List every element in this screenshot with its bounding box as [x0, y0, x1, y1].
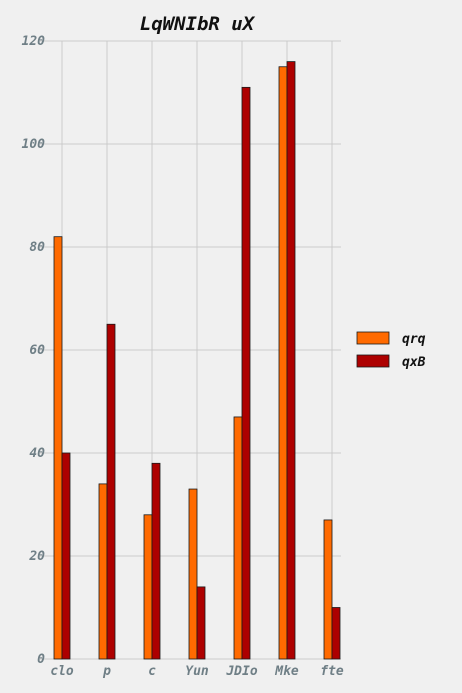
bar-qrq-JDIo: [233, 416, 243, 660]
x-tick-label: JDIo: [225, 664, 257, 679]
bar-qxB-JDIo: [241, 86, 251, 660]
bar-qxB-Yun: [196, 586, 206, 660]
legend-label-qxB: qxB: [402, 355, 426, 370]
y-tick-label: 80: [29, 240, 45, 255]
bar-qrq-Mke: [278, 66, 288, 660]
x-tick-label: Mke: [274, 664, 299, 679]
bar-qxB-clo: [61, 452, 71, 660]
bar-qxB-c: [151, 462, 161, 660]
y-tick-label: 120: [22, 34, 46, 49]
x-tick-label: c: [148, 664, 156, 679]
bar-qxB-Mke: [286, 61, 296, 660]
bar-qrq-Yun: [188, 488, 198, 660]
bar-qxB-p: [106, 323, 116, 660]
legend-label-qrq: qrq: [402, 332, 426, 347]
y-tick-label: 0: [37, 652, 45, 667]
legend-swatch-qxB: [356, 354, 390, 368]
y-tick-label: 20: [28, 549, 45, 564]
x-tick-label: clo: [50, 664, 74, 679]
y-tick-label: 40: [29, 446, 45, 461]
bar-qrq-fte: [323, 519, 333, 660]
x-tick-label: Yun: [185, 664, 209, 679]
y-axis-ticks: 0 20 40 60 80 100 120: [22, 34, 46, 667]
legend-swatch-qrq: [356, 331, 390, 345]
y-tick-label: 100: [22, 137, 46, 152]
chart-title: LqWNIbR uX: [140, 13, 256, 35]
y-tick-label: 60: [29, 343, 45, 358]
x-tick-label: p: [102, 664, 111, 679]
bars: [53, 61, 341, 660]
x-axis-ticks: clo p c Yun JDIo Mke fte: [50, 664, 344, 679]
bar-qrq-clo: [53, 236, 63, 660]
x-tick-label: fte: [320, 664, 344, 679]
bar-qrq-p: [98, 483, 108, 660]
legend: qrq qxB: [356, 331, 426, 370]
bar-qrq-c: [143, 514, 153, 660]
bar-qxB-fte: [331, 607, 341, 660]
